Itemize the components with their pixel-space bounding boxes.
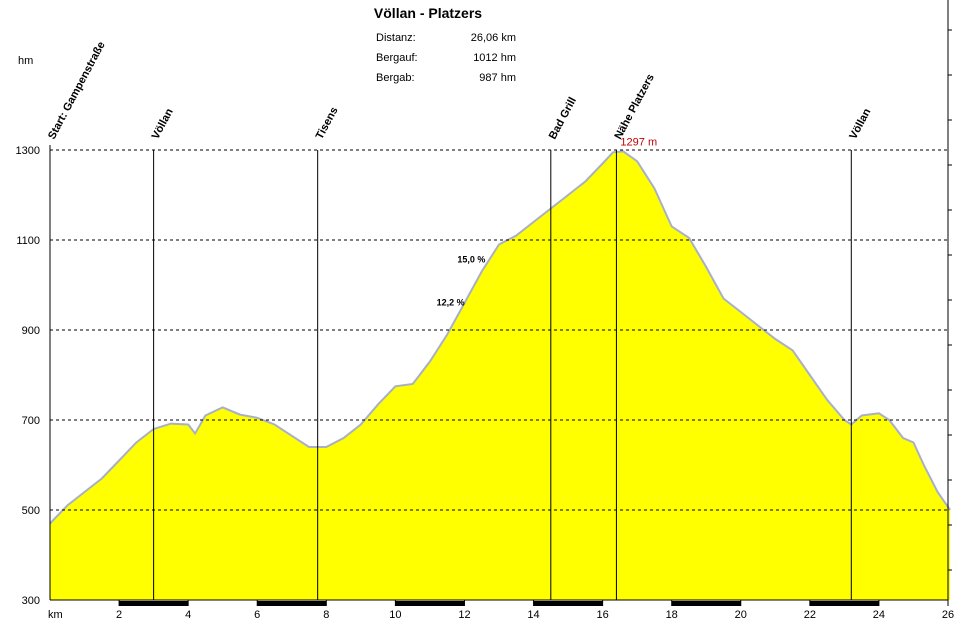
x-tick-label: 8 (323, 609, 329, 621)
km-bar-segment (257, 601, 327, 606)
km-bar-segment (395, 601, 465, 606)
stat-descent-value: 987 hm (479, 72, 516, 84)
y-axis-unit: hm (18, 55, 33, 67)
stat-descent-label: Bergab: (376, 72, 415, 84)
elevation-line (49, 150, 951, 525)
x-tick-label: 24 (873, 609, 885, 621)
y-tick-label: 300 (22, 595, 40, 607)
x-tick-label: 20 (735, 609, 747, 621)
x-tick-label: 22 (804, 609, 816, 621)
y-tick-label: 900 (22, 325, 40, 337)
gradient-label: 15,0 % (457, 255, 485, 265)
x-tick-label: 2 (116, 609, 122, 621)
y-tick-label: 1300 (16, 145, 40, 157)
y-tick-label: 700 (22, 415, 40, 427)
x-tick-label: 4 (185, 609, 191, 621)
chart-title: Völlan - Platzers (374, 5, 482, 21)
km-bar-segment (671, 601, 741, 606)
stat-ascent-label: Bergauf: (376, 52, 418, 64)
km-bar-segment (533, 601, 603, 606)
waypoint-label: Völlan (847, 106, 873, 141)
waypoint-label: Bad Grill (547, 95, 579, 141)
waypoint-label: Nähe Platzers (612, 72, 656, 141)
plot-area: Start: Gampenstraße Völlan Tisens Bad Grill… (16, 0, 954, 621)
waypoint-label: Tisens (314, 105, 341, 141)
stat-distance-value: 26,06 km (471, 32, 516, 44)
stat-distance-label: Distanz: (376, 32, 416, 44)
x-tick-label: 6 (254, 609, 260, 621)
x-tick-label: 18 (666, 609, 678, 621)
waypoint-label: Völlan (150, 106, 176, 141)
y-tick-label: 1100 (16, 235, 40, 247)
km-bar-segment (119, 601, 189, 606)
x-tick-label: 12 (458, 609, 470, 621)
x-axis-unit: km (48, 609, 63, 621)
x-tick-label: 10 (389, 609, 401, 621)
x-tick-label: 26 (942, 609, 954, 621)
peak-elevation-label: 1297 m (620, 136, 657, 148)
x-tick-label: 14 (527, 609, 539, 621)
x-tick-label: 16 (596, 609, 608, 621)
y-tick-label: 500 (22, 505, 40, 517)
km-bar-segment (809, 601, 879, 606)
stat-ascent-value: 1012 hm (473, 52, 516, 64)
elevation-area (50, 151, 951, 600)
gradient-label: 12,2 % (437, 297, 465, 307)
waypoint-label: Start: Gampenstraße (46, 40, 108, 142)
